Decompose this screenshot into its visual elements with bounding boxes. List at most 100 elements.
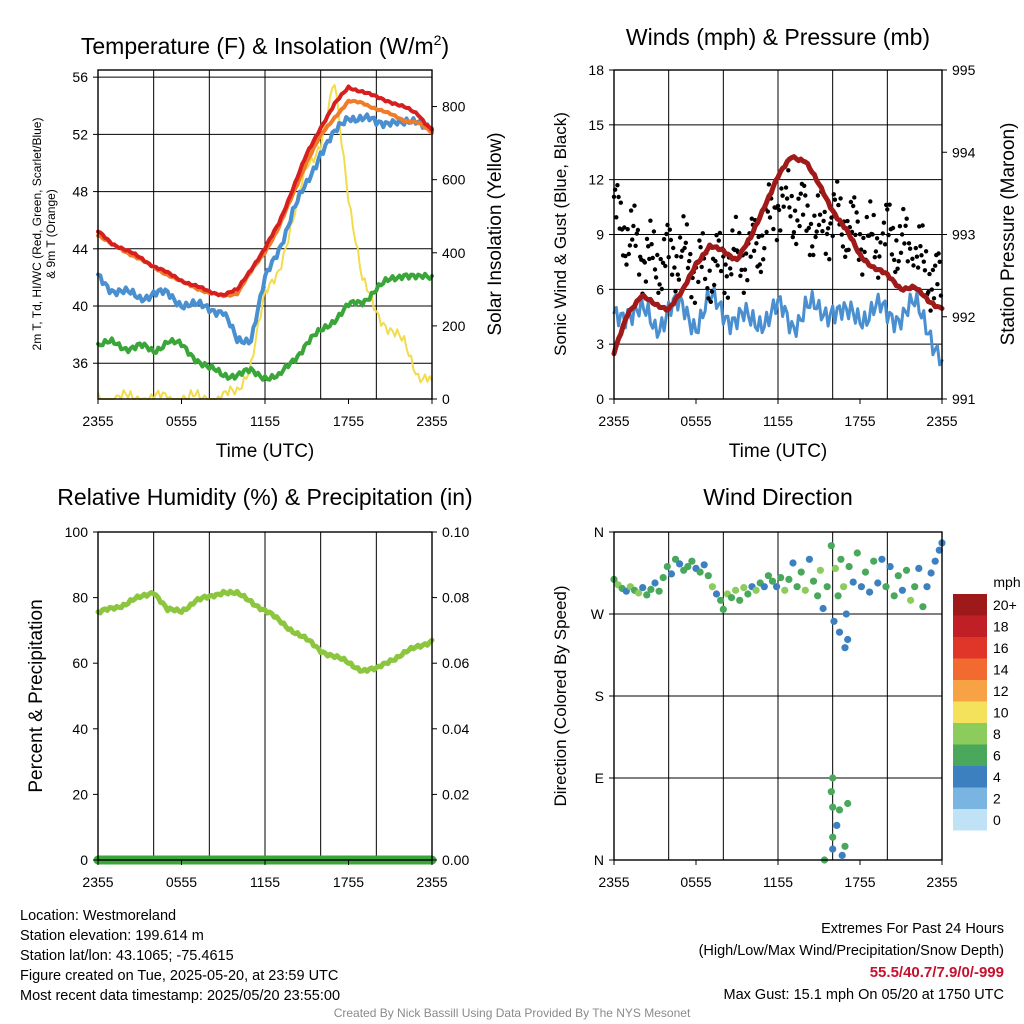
direction-point — [919, 603, 927, 611]
colorbar-label: 8 — [993, 726, 1001, 742]
gust-point — [628, 208, 634, 213]
gust-point — [913, 245, 918, 251]
gust-point — [873, 249, 879, 254]
direction-point — [894, 572, 902, 580]
series-line-2m-t — [96, 84, 434, 298]
gust-point — [901, 206, 906, 212]
gust-point — [626, 251, 631, 257]
gust-point — [643, 279, 649, 284]
gust-point — [862, 249, 867, 255]
gust-point — [632, 203, 637, 208]
direction-point — [819, 604, 827, 613]
gust-point — [671, 245, 676, 251]
gust-point — [864, 214, 869, 220]
direction-point — [911, 583, 919, 591]
y-tick-label-left: 44 — [72, 241, 88, 257]
gust-point — [738, 273, 743, 278]
x-tick-label: 1755 — [333, 413, 364, 429]
colorbar-swatch — [953, 701, 987, 723]
extremes-subtitle: (High/Low/Max Wind/Precipitation/Snow De… — [698, 943, 1004, 959]
gust-point — [788, 214, 793, 219]
direction-point — [809, 577, 818, 585]
gust-point — [813, 234, 818, 240]
colorbar-label: 14 — [993, 662, 1009, 678]
direction-point — [805, 555, 814, 563]
gust-point — [718, 268, 724, 274]
gust-point — [853, 232, 858, 238]
direction-point — [732, 586, 740, 594]
gust-point — [618, 200, 623, 205]
gust-point — [935, 282, 940, 287]
gust-point — [815, 193, 821, 198]
direction-point — [717, 596, 725, 604]
gust-point — [851, 203, 856, 209]
x-tick-label: 1155 — [250, 413, 280, 429]
gust-point — [767, 215, 773, 220]
colorbar-label: 0 — [993, 812, 1001, 828]
gust-point — [651, 229, 657, 234]
y-tick-label-right: 0.04 — [442, 721, 469, 737]
wind-direction-chart: 2355 0555 1155 1755 2355 N E S W N Wind Direction D… — [551, 484, 1021, 890]
y-axis-label-right: Solar Insolation (Yellow) — [485, 132, 506, 335]
gust-point — [845, 218, 850, 224]
y-axis-label-left: Percent & Precipitation — [26, 599, 47, 792]
direction-point — [841, 644, 849, 652]
gust-point — [749, 216, 754, 221]
colorbar-swatch — [953, 594, 987, 616]
gust-point — [927, 271, 932, 277]
gust-point — [852, 195, 857, 200]
gust-point — [884, 202, 889, 208]
gust-point — [861, 235, 866, 241]
gust-point — [683, 240, 688, 245]
station-elevation: Station elevation: 199.614 m — [20, 928, 204, 944]
y-tick-label-right: 0.10 — [442, 524, 469, 540]
direction-point — [831, 564, 840, 573]
gust-point — [893, 269, 898, 275]
gust-point — [667, 227, 672, 232]
gust-point — [687, 258, 692, 264]
gust-point — [923, 249, 929, 254]
gust-point — [906, 241, 912, 246]
gust-point — [684, 222, 690, 227]
y-axis-label-right: Station Pressure (Maroon) — [998, 123, 1019, 346]
gust-point — [860, 272, 865, 277]
direction-point — [781, 586, 789, 594]
gust-point — [929, 287, 934, 292]
gust-point — [656, 290, 661, 295]
direction-point — [931, 557, 939, 565]
gust-point — [878, 240, 883, 245]
colorbar-label: 10 — [993, 705, 1009, 721]
gust-point — [743, 251, 749, 256]
direction-point — [886, 563, 894, 571]
direction-point — [651, 579, 659, 587]
y-tick-label-left: 60 — [72, 655, 88, 671]
gust-point — [745, 278, 750, 283]
gust-point — [766, 182, 772, 187]
gust-point — [757, 262, 762, 267]
gust-point — [936, 251, 941, 256]
gust-point — [868, 199, 873, 204]
gust-point — [787, 205, 792, 210]
direction-point — [676, 560, 684, 568]
gust-point — [733, 214, 739, 220]
direction-point — [878, 555, 886, 563]
gust-point — [907, 246, 913, 251]
gust-point — [776, 207, 782, 213]
gust-point — [915, 265, 921, 270]
gust-point — [829, 215, 834, 220]
gust-point — [642, 260, 647, 265]
x-axis-label: Time (UTC) — [216, 441, 315, 462]
gust-point — [661, 237, 667, 242]
gust-point — [659, 286, 664, 292]
gust-point — [830, 233, 835, 239]
direction-point — [882, 583, 890, 591]
direction-point — [874, 579, 882, 587]
direction-point — [744, 590, 752, 598]
gust-point — [756, 234, 761, 240]
recent-timestamp: Most recent data timestamp: 2025/05/20 2… — [20, 988, 341, 1004]
gust-point — [758, 269, 764, 275]
colorbar-title: mph — [993, 574, 1020, 590]
x-tick-label: 1755 — [333, 874, 364, 890]
gust-point — [843, 254, 848, 259]
gust-point — [713, 258, 718, 264]
